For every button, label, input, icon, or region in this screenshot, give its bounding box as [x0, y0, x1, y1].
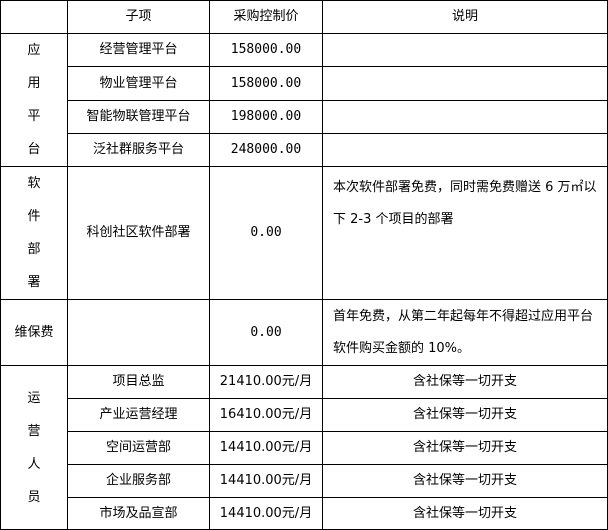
header-cell: 说明	[322, 0, 608, 34]
table-row: 运 营 人 员 项目总监 21410.00元/月 含社保等一切开支	[0, 365, 608, 530]
table-row: 应 用 平 台 经营管理平台 158000.00	[0, 32, 608, 167]
group-char: 台	[27, 142, 41, 157]
item-cell: 科创社区软件部署	[67, 166, 210, 300]
table-row: 市场及品宣部 14410.00元/月 含社保等一切开支	[1, 497, 608, 530]
table-row: 泛社群服务平台 248000.00	[1, 132, 608, 168]
item-cell: 经营管理平台	[67, 32, 210, 68]
price-cell: 248000.00	[209, 132, 323, 168]
price-cell: 0.00	[209, 166, 323, 300]
header-cell	[0, 0, 68, 34]
item-cell: 泛社群服务平台	[67, 132, 210, 168]
note-cell: 本次软件部署免费，同时需免费赠送 6 万㎡以下 2-3 个项目的部署	[322, 166, 608, 300]
item-cell: 产业运营经理	[67, 398, 210, 432]
group-char: 署	[27, 275, 41, 290]
group-app-platform: 应 用 平 台	[0, 33, 68, 167]
group-char: 部	[27, 242, 41, 257]
table-row: 软 件 部 署 科创社区软件部署 0.00 本次软件部署免费，同时需免费赠送 6…	[0, 166, 608, 300]
group-char: 用	[27, 76, 41, 91]
group-char: 运	[27, 390, 41, 406]
note-cell: 含社保等一切开支	[322, 398, 608, 432]
header-cell: 子项	[67, 0, 210, 34]
group-char: 软	[27, 176, 41, 191]
item-cell: 物业管理平台	[67, 66, 210, 101]
item-cell: 市场及品宣部	[67, 497, 210, 530]
header-row: 子项 采购控制价 说明	[0, 0, 608, 34]
group-char: 件	[27, 209, 41, 224]
price-cell: 21410.00元/月	[209, 365, 323, 399]
item-cell: 智能物联管理平台	[67, 99, 210, 134]
item-cell: 企业服务部	[67, 464, 210, 498]
note-cell: 含社保等一切开支	[322, 431, 608, 465]
table-row: 维保费 0.00 首年免费，从第二年起每年不得超过应用平台软件购买金额的 10%…	[0, 299, 608, 366]
group-char: 营	[27, 423, 41, 439]
header-cell: 采购控制价	[209, 0, 323, 34]
group-maintenance: 维保费	[0, 299, 68, 366]
table-row: 企业服务部 14410.00元/月 含社保等一切开支	[1, 464, 608, 498]
price-cell: 158000.00	[209, 66, 323, 101]
note-cell	[322, 99, 608, 134]
group-software: 软 件 部 署	[0, 166, 68, 300]
note-cell	[322, 32, 608, 68]
table-row: 产业运营经理 16410.00元/月 含社保等一切开支	[1, 398, 608, 432]
table-row: 空间运营部 14410.00元/月 含社保等一切开支	[1, 431, 608, 465]
note-cell	[322, 132, 608, 168]
price-cell: 198000.00	[209, 99, 323, 134]
item-cell: 项目总监	[67, 365, 210, 399]
price-cell: 0.00	[209, 299, 323, 366]
group-char: 应	[27, 43, 41, 58]
price-cell: 14410.00元/月	[209, 431, 323, 465]
table-row: 物业管理平台 158000.00	[1, 66, 608, 101]
price-cell: 14410.00元/月	[209, 497, 323, 530]
note-cell: 含社保等一切开支	[322, 464, 608, 498]
group-operations: 运 营 人 员	[0, 365, 68, 530]
group-char: 平	[27, 109, 41, 124]
group-char: 人	[27, 456, 41, 472]
item-cell: 空间运营部	[67, 431, 210, 465]
table-row: 智能物联管理平台 198000.00	[1, 99, 608, 134]
price-cell: 14410.00元/月	[209, 464, 323, 498]
group-char: 员	[27, 489, 41, 505]
note-cell: 首年免费，从第二年起每年不得超过应用平台软件购买金额的 10%。	[322, 299, 608, 366]
price-cell: 158000.00	[209, 32, 323, 68]
note-cell: 含社保等一切开支	[322, 365, 608, 399]
item-cell	[67, 299, 210, 366]
price-cell: 16410.00元/月	[209, 398, 323, 432]
note-cell	[322, 66, 608, 101]
note-cell: 含社保等一切开支	[322, 497, 608, 530]
